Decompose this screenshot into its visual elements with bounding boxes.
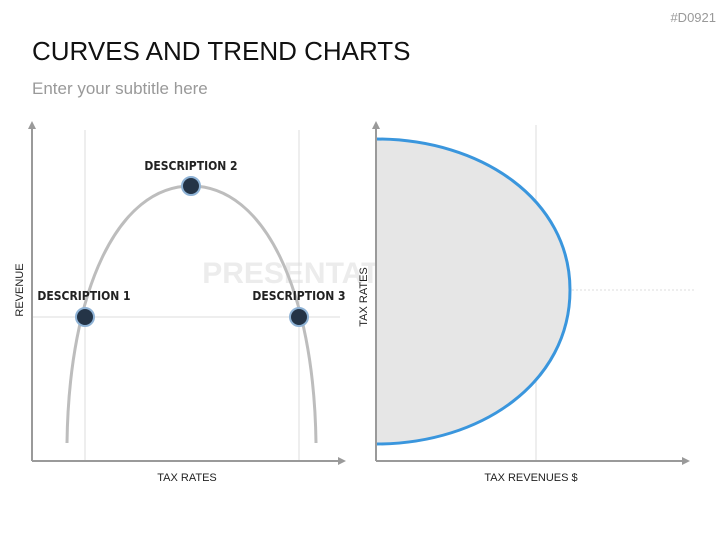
y-axis-label: REVENUE: [14, 263, 26, 316]
slide-code: #D0921: [670, 10, 716, 25]
y-axis-label: TAX RATES: [358, 267, 370, 327]
point-marker: [181, 176, 201, 196]
point-marker: [289, 307, 309, 327]
x-axis-label: TAX RATES: [157, 472, 217, 484]
curve: [375, 137, 572, 446]
right-diagram: TAX RATES TAX REVENUES $: [358, 121, 696, 484]
point-marker: [75, 307, 95, 327]
slide-subtitle: Enter your subtitle here: [32, 79, 208, 98]
area-fill: [376, 139, 570, 444]
point-label: DESCRIPTION 2: [144, 159, 237, 173]
x-axis-label: TAX REVENUES $: [484, 472, 577, 484]
slide-title: CURVES AND TREND CHARTS: [32, 36, 411, 66]
point-label: DESCRIPTION 3: [252, 289, 345, 303]
left-diagram: DESCRIPTION 1 DESCRIPTION 2 DESCRIPTION …: [14, 121, 346, 484]
point-label: DESCRIPTION 1: [37, 289, 130, 303]
